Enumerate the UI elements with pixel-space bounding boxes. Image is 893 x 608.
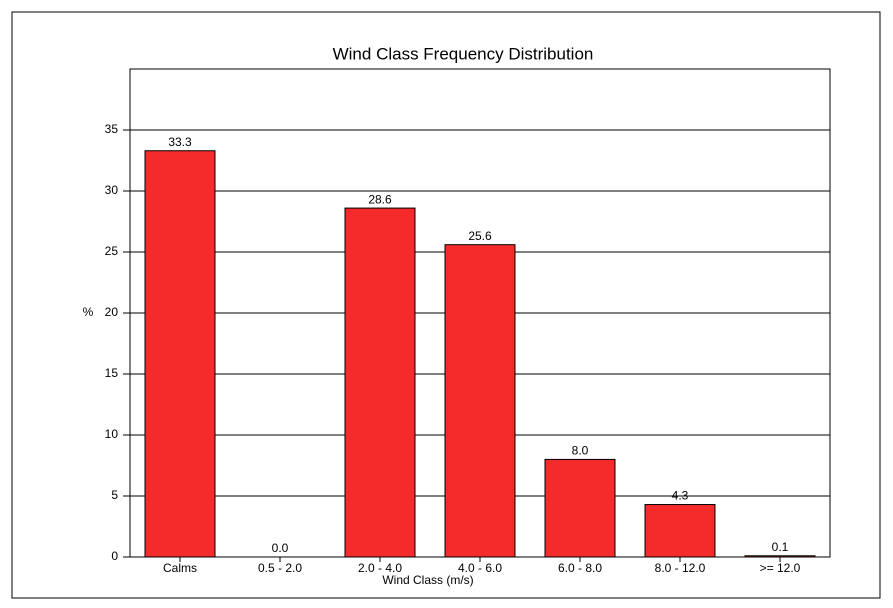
value-label: 0.1 <box>772 540 789 554</box>
y-tick-label: 20 <box>105 305 119 319</box>
x-tick-label: 8.0 - 12.0 <box>655 561 706 575</box>
y-tick-label: 15 <box>105 366 119 380</box>
value-label: 25.6 <box>468 229 492 243</box>
x-tick-label: 6.0 - 8.0 <box>558 561 602 575</box>
bar <box>544 458 616 558</box>
x-tick-label: Calms <box>163 561 197 575</box>
x-tick-label: 2.0 - 4.0 <box>358 561 402 575</box>
chart-title: Wind Class Frequency Distribution <box>333 44 594 63</box>
value-label: 33.3 <box>168 135 192 149</box>
y-tick-label: 30 <box>105 183 119 197</box>
value-label: 8.0 <box>572 444 589 458</box>
x-axis-label: Wind Class (m/s) <box>382 573 473 587</box>
y-tick-label: 25 <box>105 244 119 258</box>
x-tick-label: 0.5 - 2.0 <box>258 561 302 575</box>
value-label: 28.6 <box>368 192 392 206</box>
bar <box>744 555 816 558</box>
y-tick-label: 35 <box>105 122 119 136</box>
value-label: 0.0 <box>272 541 289 555</box>
bar <box>444 244 516 558</box>
bar <box>144 150 216 558</box>
y-tick-label: 5 <box>111 488 118 502</box>
y-axis-label: % <box>83 305 94 319</box>
x-tick-label: >= 12.0 <box>760 561 801 575</box>
value-label: 4.3 <box>672 489 689 503</box>
y-tick-label: 10 <box>105 427 119 441</box>
x-tick-label: 4.0 - 6.0 <box>458 561 502 575</box>
bar <box>344 207 416 558</box>
bar <box>644 504 716 558</box>
y-tick-label: 0 <box>111 549 118 563</box>
